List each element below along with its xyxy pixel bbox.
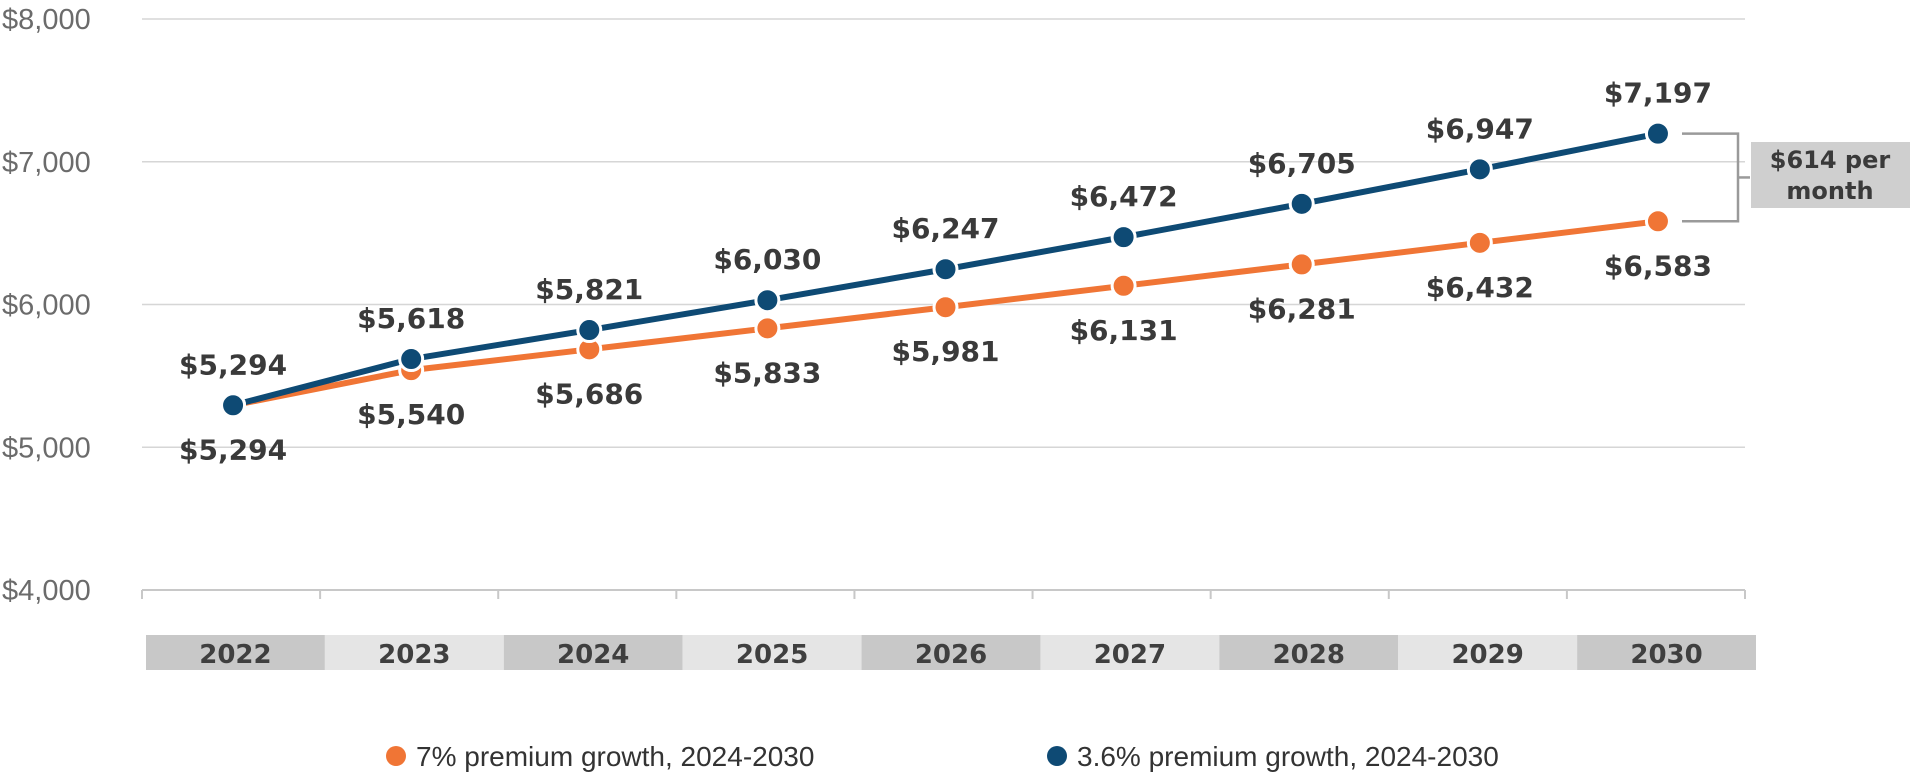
data-label: $5,821: [535, 273, 643, 306]
data-label: $6,131: [1070, 314, 1178, 347]
data-label: $6,281: [1248, 292, 1356, 325]
category-bands: 2022 2023 2024 2025 2026 2027 2028 2029 2030: [146, 635, 1756, 670]
category-label: 2027: [1094, 640, 1166, 670]
data-label: $6,583: [1604, 249, 1712, 282]
data-labels: $5,294 $5,540 $5,686 $5,833 $5,981 $6,131 $6,2…: [179, 77, 1712, 467]
data-label: $6,472: [1070, 180, 1178, 213]
data-point: [754, 287, 781, 314]
data-point: [220, 392, 247, 419]
category-label: 2025: [736, 640, 808, 670]
category-band: [861, 635, 1041, 670]
category-band: [1398, 635, 1578, 670]
data-label: $5,294: [179, 348, 287, 381]
category-band: [1577, 635, 1756, 670]
category-band: [1040, 635, 1220, 670]
x-axis: [141, 589, 1746, 599]
callout-text: month: [1786, 177, 1873, 205]
legend-marker: [1047, 746, 1067, 766]
category-band: [1219, 635, 1399, 670]
data-label: $5,618: [357, 302, 465, 335]
data-point: [1288, 190, 1315, 217]
data-point: [1644, 208, 1671, 235]
legend-label: 7% premium growth, 2024-2030: [416, 741, 814, 772]
category-label: 2030: [1630, 640, 1702, 670]
data-point: [1466, 156, 1493, 183]
legend: 7% premium growth, 2024-2030 3.6% premium…: [386, 741, 1499, 772]
category-band: [682, 635, 862, 670]
category-label: 2026: [915, 640, 987, 670]
callout-bracket: [1682, 132, 1740, 223]
category-label: 2028: [1273, 640, 1345, 670]
data-point: [1110, 224, 1137, 251]
data-point: [754, 315, 781, 342]
data-label: $6,432: [1426, 271, 1534, 304]
data-label: $6,247: [891, 212, 999, 245]
y-tick-label: $5,000: [2, 432, 91, 464]
legend-marker: [386, 746, 406, 766]
y-tick-label: $7,000: [2, 147, 91, 179]
data-label: $5,294: [179, 433, 287, 466]
data-point: [1110, 272, 1137, 299]
difference-callout: $614 per month: [1682, 132, 1910, 223]
category-band: [503, 635, 683, 670]
data-label: $5,686: [535, 377, 643, 410]
data-label: $5,540: [357, 398, 465, 431]
data-label: $6,030: [713, 243, 821, 276]
category-label: 2024: [557, 640, 629, 670]
legend-label: 3.6% premium growth, 2024-2030: [1077, 741, 1499, 772]
y-axis-ticks: $4,000 $5,000 $6,000 $7,000 $8,000: [2, 4, 91, 607]
category-label: 2029: [1451, 640, 1523, 670]
data-label: $7,197: [1604, 77, 1712, 110]
y-tick-label: $4,000: [2, 575, 91, 607]
data-point: [1644, 120, 1671, 147]
data-point: [932, 256, 959, 283]
callout-text: $614 per: [1770, 146, 1891, 174]
data-label: $6,705: [1248, 147, 1356, 180]
data-point: [1288, 251, 1315, 278]
data-label: $6,947: [1426, 112, 1534, 145]
category-label: 2023: [378, 640, 450, 670]
grid-lines: [142, 18, 1745, 448]
callout-box: [1751, 142, 1910, 208]
category-band: [146, 635, 325, 670]
series-lines: [220, 120, 1671, 419]
data-point: [1466, 229, 1493, 256]
data-label: $5,833: [713, 356, 821, 389]
data-point: [932, 294, 959, 321]
category-label: 2022: [199, 640, 271, 670]
y-tick-label: $6,000: [2, 290, 91, 322]
y-tick-label: $8,000: [2, 4, 91, 36]
category-band: [324, 635, 504, 670]
data-point: [576, 317, 603, 344]
data-label: $5,981: [891, 335, 999, 368]
data-point: [398, 346, 425, 373]
